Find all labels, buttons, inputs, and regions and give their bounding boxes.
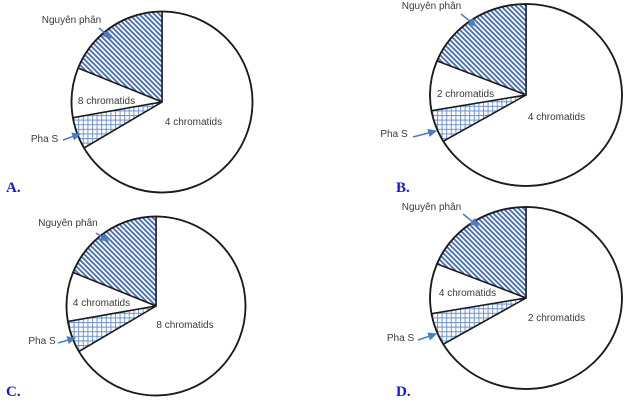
pie-b-mitosis-arrow-icon	[460, 13, 477, 27]
chart-c-mitosis-label: Nguyên phân	[38, 218, 98, 229]
chart-b-g2-chromatids-label: 2 chromatids	[436, 89, 495, 100]
chart-c-g1-chromatids-label: 8 chromatids	[156, 320, 214, 331]
pie-a-mitosis-arrow-icon	[98, 27, 112, 39]
chart-b-g1-chromatids-label: 4 chromatids	[527, 112, 586, 123]
pie-d-mitosis-arrow-icon	[462, 213, 479, 227]
chart-d-phaS-label: Pha S	[386, 333, 415, 344]
chart-a-g2-chromatids-label: 8 chromatids	[77, 96, 136, 107]
chart-d-g2-chromatids-label: 4 chromatids	[438, 288, 497, 299]
pie-d-outline	[429, 206, 623, 390]
chart-b-phaS-label: Pha S	[380, 129, 408, 140]
chart-d-g1-chromatids-label: 2 chromatids	[527, 313, 586, 324]
pie-c-phaS-arrow-icon	[57, 336, 77, 345]
option-a-letter: A.	[6, 180, 21, 196]
pie-a-outline	[70, 10, 254, 194]
pie-d-phaS-arrow-icon	[417, 332, 438, 341]
chart-c-g2-chromatids-label: 4 chromatids	[72, 298, 131, 309]
chart-b-mitosis-label: Nguyên phân	[401, 1, 462, 12]
pie-b-phaS-arrow-icon	[412, 128, 438, 138]
option-c-letter: C.	[6, 384, 21, 400]
chart-a-mitosis-label: Nguyên phân	[41, 15, 102, 26]
chart-a-g1-chromatids-label: 4 chromatids	[164, 117, 223, 128]
option-d-letter: D.	[396, 384, 411, 400]
pie-c-outline	[65, 215, 247, 397]
pie-a-phaS-arrow-icon	[62, 132, 82, 141]
option-b-letter: B.	[396, 180, 410, 196]
pie-b-outline	[429, 3, 623, 187]
chart-d-mitosis-label: Nguyên phân	[401, 202, 462, 213]
pie-c-mitosis-arrow-icon	[95, 232, 109, 242]
chart-c-phaS-label: Pha S	[28, 336, 56, 347]
chart-a-phaS-label: Pha S	[30, 134, 59, 145]
